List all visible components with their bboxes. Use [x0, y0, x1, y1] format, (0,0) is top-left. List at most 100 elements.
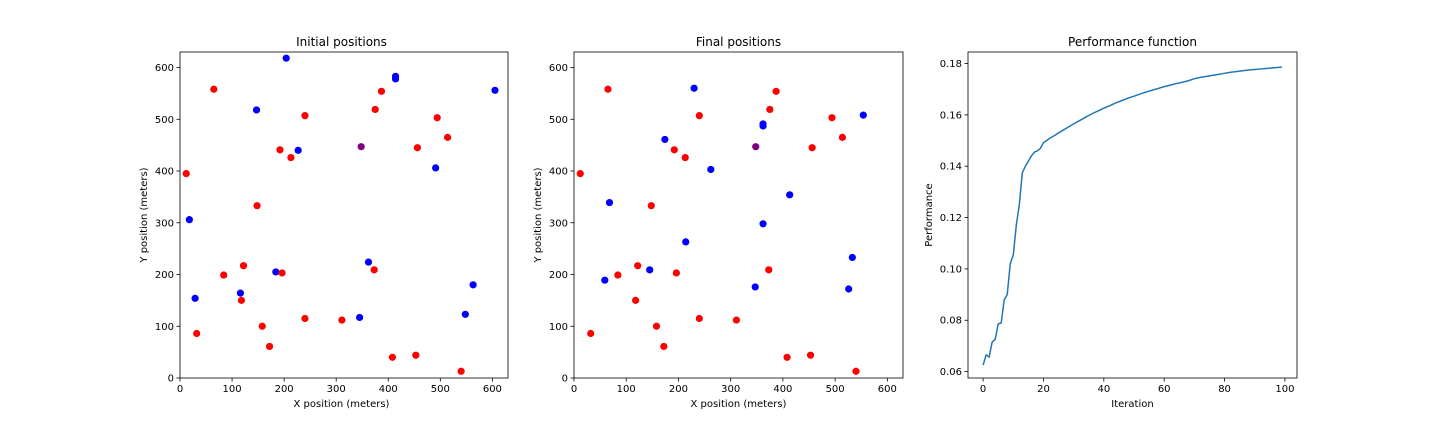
red-point: [210, 85, 218, 93]
red-point: [239, 262, 248, 270]
red-point: [412, 351, 420, 359]
red-point: [193, 329, 201, 338]
red-point: [672, 269, 680, 277]
red-point: [413, 144, 422, 152]
red-point: [388, 353, 397, 361]
y-axis-label: Performance: [924, 183, 935, 246]
axes-frame: [179, 51, 509, 379]
y-axis-label: Y position (meters): [139, 167, 150, 263]
red-point: [377, 87, 386, 95]
red-point: [301, 112, 309, 120]
performance-line: [982, 66, 1282, 366]
blue-point: [707, 165, 715, 174]
red-point: [258, 322, 266, 330]
plot-area: 0 100 200 300 400 500 600 0 100 200 300 400 500 600: [549, 51, 904, 395]
x-axis-label: Iteration: [1111, 399, 1153, 410]
blue-point: [236, 289, 244, 297]
blue-point: [751, 283, 759, 291]
x-tick-label: 200: [669, 384, 688, 395]
red-point: [371, 105, 379, 114]
red-point: [301, 314, 309, 323]
red-point: [253, 202, 261, 210]
red-point: [587, 329, 595, 338]
blue-point: [469, 281, 477, 289]
red-point: [265, 342, 274, 351]
y-tick-label: 400: [549, 167, 568, 178]
y-tick-label: 300: [549, 218, 568, 229]
red-point: [732, 316, 741, 324]
blue-point: [759, 220, 767, 228]
blue-point: [661, 135, 669, 144]
blue-point: [364, 258, 373, 266]
x-tick-label: 500: [826, 384, 845, 395]
red-point: [444, 133, 452, 141]
plot-area: 0 20 40 60 80 100 0.06 0.08 0.10 0.12 0.14 0.16 0.18: [940, 51, 1298, 395]
red-point: [660, 342, 668, 351]
x-tick-label: 100: [1275, 384, 1294, 395]
y-tick-label: 200: [549, 270, 568, 281]
red-point: [681, 153, 689, 162]
panel-performance-function: Performance function 0 20 40 60 80 100 0.06 0.0…: [924, 35, 1298, 410]
y-tick-label: 0.16: [940, 110, 962, 121]
blue-point: [646, 266, 654, 274]
red-point: [278, 269, 286, 277]
red-point: [670, 146, 678, 154]
y-tick-label: 100: [549, 322, 568, 333]
axes-frame: [573, 51, 904, 379]
y-tick-label: 0.12: [940, 213, 962, 224]
blue-point: [461, 310, 469, 318]
red-point: [634, 262, 642, 270]
blue-point: [282, 54, 290, 62]
x-tick-label: 100: [617, 384, 636, 395]
y-tick-label: 0.10: [940, 264, 962, 275]
x-tick-label: 400: [379, 384, 398, 395]
red-point: [852, 367, 860, 375]
x-tick-label: 0: [571, 384, 577, 395]
blue-point: [759, 122, 767, 130]
red-point: [287, 153, 295, 162]
blue-point: [491, 86, 499, 94]
blue-point: [690, 84, 698, 92]
y-tick-label: 100: [155, 322, 174, 333]
red-point: [370, 266, 378, 274]
x-tick-label: 60: [1158, 384, 1171, 395]
x-tick-label: 600: [878, 384, 897, 395]
x-axis-label: X position (meters): [691, 399, 787, 410]
x-tick-label: 20: [1037, 384, 1050, 395]
y-axis-label: Y position (meters): [533, 167, 544, 263]
red-point: [695, 314, 703, 323]
blue-point: [294, 146, 302, 154]
x-tick-label: 100: [223, 384, 242, 395]
red-point: [806, 351, 815, 359]
blue-point: [391, 75, 400, 83]
red-point: [765, 266, 773, 274]
red-point: [772, 87, 780, 95]
blue-point: [845, 285, 853, 293]
y-tick-label: 600: [549, 63, 568, 74]
x-tick-label: 400: [773, 384, 792, 395]
red-point: [237, 296, 246, 304]
panel-title: Final positions: [696, 35, 781, 49]
y-tick-label: 300: [155, 218, 174, 229]
red-point: [576, 170, 584, 178]
red-point: [828, 114, 836, 122]
blue-point: [848, 253, 856, 262]
red-point: [276, 146, 284, 154]
x-tick-label: 600: [483, 384, 502, 395]
blue-point: [432, 164, 440, 172]
purple-point: [752, 143, 760, 151]
y-tick-label: 500: [549, 115, 568, 126]
red-point: [632, 296, 640, 304]
red-point: [457, 367, 465, 375]
red-point: [766, 105, 774, 114]
red-point: [652, 322, 661, 330]
red-point: [783, 353, 791, 361]
red-point: [614, 271, 622, 279]
blue-point: [356, 313, 364, 322]
blue-point: [601, 276, 609, 284]
blue-point: [185, 216, 193, 224]
panel-initial-positions: Initial positions 0 100 200 300 400 500 600 0 10…: [139, 35, 509, 410]
red-point: [182, 170, 190, 178]
x-tick-label: 200: [275, 384, 294, 395]
